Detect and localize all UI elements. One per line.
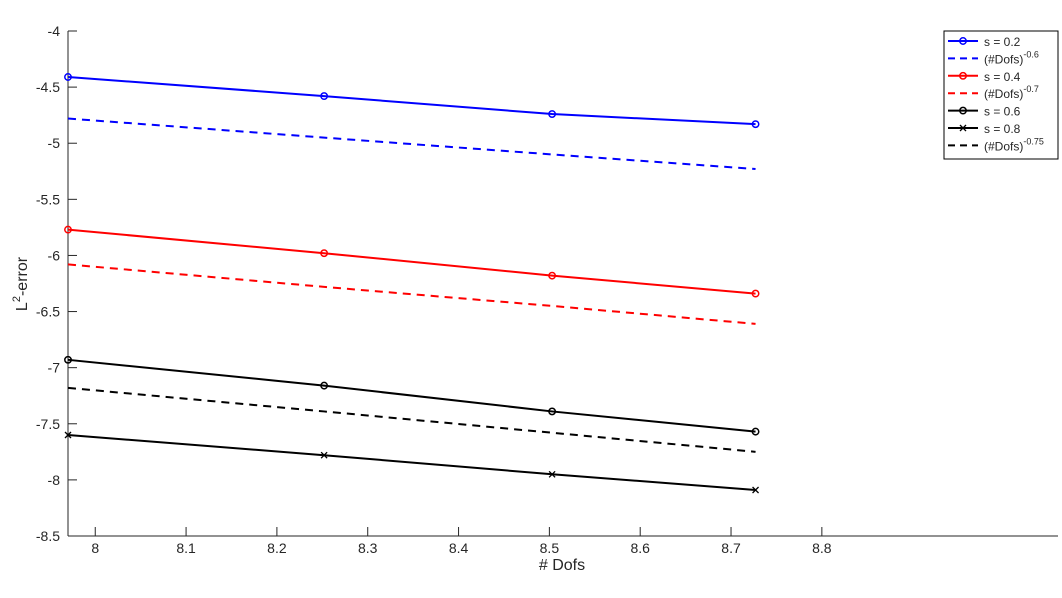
y-axis-label: L2-error — [11, 256, 31, 311]
x-tick-label: 8.6 — [630, 540, 650, 556]
data-point — [64, 225, 72, 234]
legend-marker — [959, 37, 967, 45]
y-tick-label: -6.5 — [36, 304, 60, 320]
data-point — [320, 381, 329, 390]
y-axis: -8.5 -8 -7.5 -7 -6.5 -6 -5.5 -5 -4.5 -4 — [36, 23, 77, 544]
series-layer — [64, 73, 760, 494]
data-point — [751, 289, 760, 298]
series-5 — [64, 355, 760, 436]
x-axis-label: # Dofs — [539, 557, 585, 574]
x-tick-label: 8.3 — [358, 540, 378, 556]
y-tick-label: -6 — [48, 247, 61, 263]
data-point — [548, 470, 556, 478]
data-point — [548, 110, 557, 118]
data-point — [320, 451, 328, 459]
legend-item: (#Dofs)-0.7 — [948, 84, 1039, 101]
series-6 — [64, 431, 760, 494]
legend-label: s = 0.8 — [984, 122, 1021, 136]
x-axis: 8 8.1 8.2 8.3 8.4 8.5 8.6 8.7 8.8 — [68, 527, 1058, 556]
data-point — [752, 486, 760, 494]
series-line — [67, 228, 756, 295]
data-point — [548, 407, 557, 416]
legend-marker — [959, 106, 967, 115]
y-tick-label: -7 — [48, 360, 61, 376]
y-tick-label: -5 — [48, 135, 61, 151]
series-2 — [67, 117, 756, 171]
x-tick-label: 8.5 — [540, 540, 560, 556]
legend-label: s = 0.4 — [984, 70, 1021, 84]
legend-marker — [959, 71, 967, 80]
series-4 — [67, 263, 756, 325]
legend-label: s = 0.2 — [984, 35, 1021, 49]
data-point — [320, 92, 329, 101]
y-tick-label: -4.5 — [36, 79, 60, 95]
legend-item: s = 0.8 — [948, 122, 1021, 136]
legend-item: (#Dofs)-0.6 — [948, 49, 1039, 66]
series-line — [67, 117, 756, 171]
y-tick-label: -8 — [48, 472, 61, 488]
legend-marker — [959, 124, 967, 132]
marker-stroke — [320, 451, 328, 459]
series-1 — [64, 73, 760, 129]
legend-label: (#Dofs)-0.75 — [984, 136, 1044, 153]
data-point — [548, 271, 557, 280]
series-3 — [64, 225, 760, 298]
x-tick-label: 8.4 — [449, 540, 469, 556]
y-tick-label: -5.5 — [36, 191, 60, 207]
data-point — [751, 427, 760, 436]
legend: s = 0.2(#Dofs)-0.6 s = 0.4(#Dofs)-0.7 s = … — [943, 30, 1059, 160]
legend-label: s = 0.6 — [984, 105, 1021, 119]
legend-label: (#Dofs)-0.6 — [984, 49, 1039, 66]
x-tick-label: 8.7 — [721, 540, 741, 556]
series-7 — [67, 386, 756, 453]
marker-stroke — [959, 124, 967, 132]
y-tick-label: -7.5 — [36, 416, 60, 432]
x-tick-label: 8.2 — [267, 540, 287, 556]
plot-area — [68, 31, 1058, 536]
legend-item: s = 0.6 — [948, 105, 1021, 119]
data-point — [64, 73, 72, 81]
legend-item: (#Dofs)-0.75 — [948, 136, 1044, 153]
series-line — [67, 386, 756, 453]
y-tick-label: -4 — [48, 23, 61, 39]
legend-label: (#Dofs)-0.7 — [984, 84, 1039, 101]
y-tick-label: -8.5 — [36, 528, 60, 544]
series-line — [67, 358, 756, 433]
series-line — [67, 263, 756, 325]
data-point — [751, 120, 760, 129]
x-tick-label: 8.8 — [812, 540, 832, 556]
x-tick-label: 8.1 — [176, 540, 196, 556]
legend-item: s = 0.2 — [948, 35, 1021, 49]
legend-box — [943, 30, 1059, 160]
series-line — [67, 76, 756, 126]
data-point — [64, 431, 72, 439]
legend-item: s = 0.4 — [948, 70, 1021, 84]
marker-stroke — [64, 431, 72, 439]
marker-stroke — [548, 470, 556, 478]
data-point — [64, 355, 72, 364]
series-line — [67, 434, 756, 491]
data-point — [320, 249, 329, 258]
marker-stroke — [752, 486, 760, 494]
x-tick-label: 8 — [91, 540, 99, 556]
